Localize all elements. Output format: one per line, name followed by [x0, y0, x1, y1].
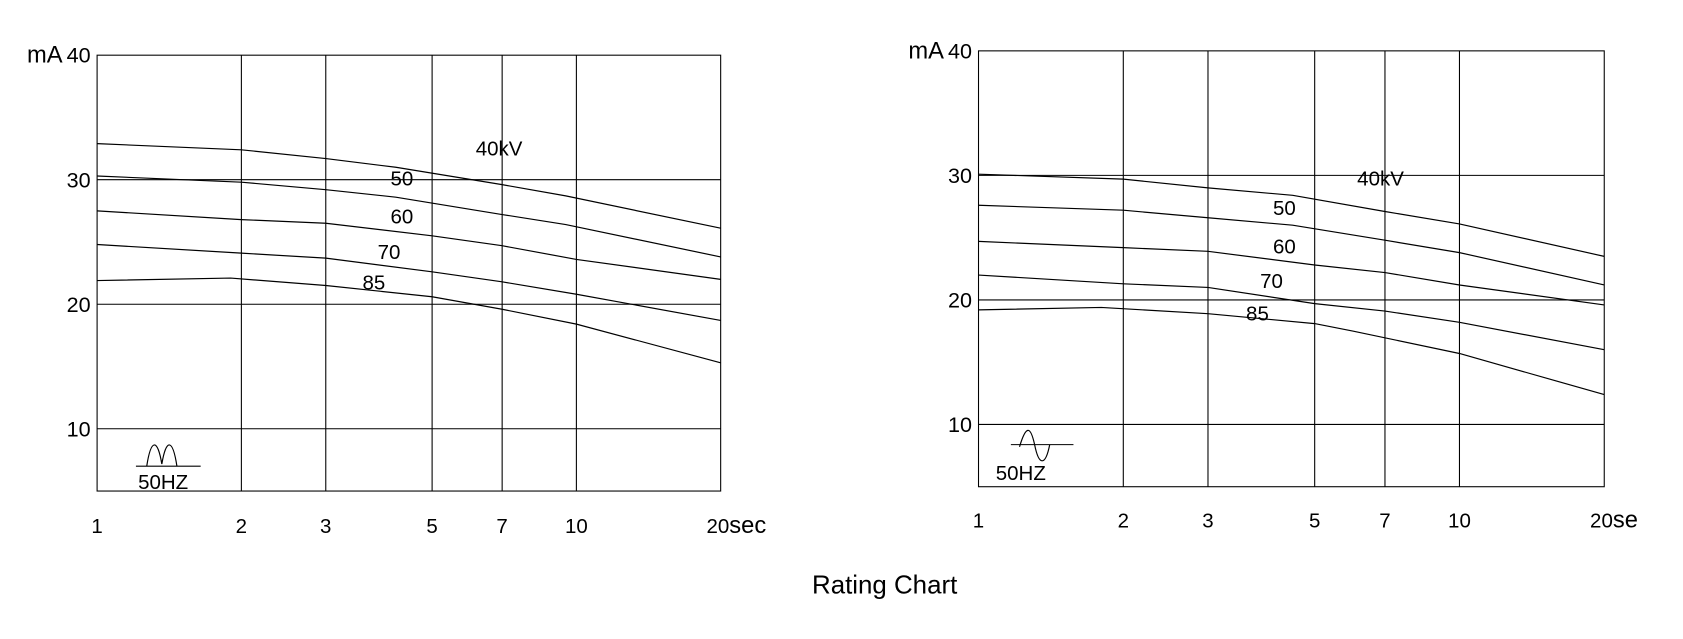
- series-line-50: [97, 175, 721, 258]
- x-tick-label: 3: [1202, 510, 1213, 533]
- series-label: 60: [391, 205, 414, 228]
- x-tick-label: 20: [707, 515, 730, 538]
- waveform-label: 50HZ: [996, 462, 1046, 485]
- y-tick-label: 20: [67, 292, 91, 317]
- series-label: 60: [1273, 236, 1296, 259]
- x-tick-label: 10: [1448, 510, 1471, 533]
- series-line-40kv: [97, 143, 721, 229]
- x-tick-label: 5: [426, 515, 437, 538]
- y-tick-label: 30: [67, 167, 91, 192]
- series-line-50: [978, 204, 1605, 286]
- x-tick-label: 3: [320, 515, 331, 538]
- y-tick-label: 40: [67, 43, 91, 68]
- series-line-40kv: [978, 173, 1605, 257]
- series-line-70: [978, 274, 1605, 351]
- sine-wave-icon: [1018, 429, 1051, 462]
- y-tick-label: 10: [948, 412, 972, 437]
- x-tick-label: 7: [1379, 510, 1390, 533]
- series-line-60: [97, 210, 721, 280]
- y-tick-label: 30: [948, 163, 972, 188]
- series-label: 50: [391, 168, 414, 191]
- x-tick-label: 20: [1590, 510, 1613, 533]
- y-tick-label: 40: [948, 38, 972, 63]
- y-tick-label: 20: [948, 287, 972, 312]
- plot-frame: [96, 54, 722, 492]
- figure-title: Rating Chart: [812, 572, 957, 600]
- rectified-wave-icon: [146, 444, 178, 467]
- plot-frame: [977, 50, 1605, 488]
- x-tick-label: 1: [973, 510, 984, 533]
- x-tick-label: 5: [1309, 510, 1320, 533]
- x-tick-label: 10: [565, 515, 588, 538]
- series-label: 50: [1273, 197, 1296, 220]
- series-label: 40kV: [476, 138, 523, 161]
- series-label: 85: [362, 271, 385, 294]
- x-tick-label: 1: [91, 515, 102, 538]
- x-tick-label: 2: [236, 515, 247, 538]
- series-line-85: [978, 306, 1605, 396]
- series-label: 85: [1246, 303, 1269, 326]
- series-label: 40kV: [1357, 168, 1404, 191]
- y-tick-label: 10: [67, 416, 91, 441]
- y-axis-label: mA: [27, 43, 63, 69]
- x-axis-unit: sec: [729, 513, 766, 539]
- series-line-70: [97, 243, 721, 322]
- y-axis-label: mA: [908, 38, 944, 64]
- waveform-label: 50HZ: [138, 471, 188, 494]
- x-axis-unit: se: [1613, 508, 1638, 534]
- x-tick-label: 7: [496, 515, 507, 538]
- series-line-60: [978, 240, 1605, 306]
- x-tick-label: 2: [1118, 510, 1129, 533]
- series-line-85: [97, 277, 721, 364]
- series-label: 70: [378, 241, 401, 264]
- series-label: 70: [1260, 270, 1283, 293]
